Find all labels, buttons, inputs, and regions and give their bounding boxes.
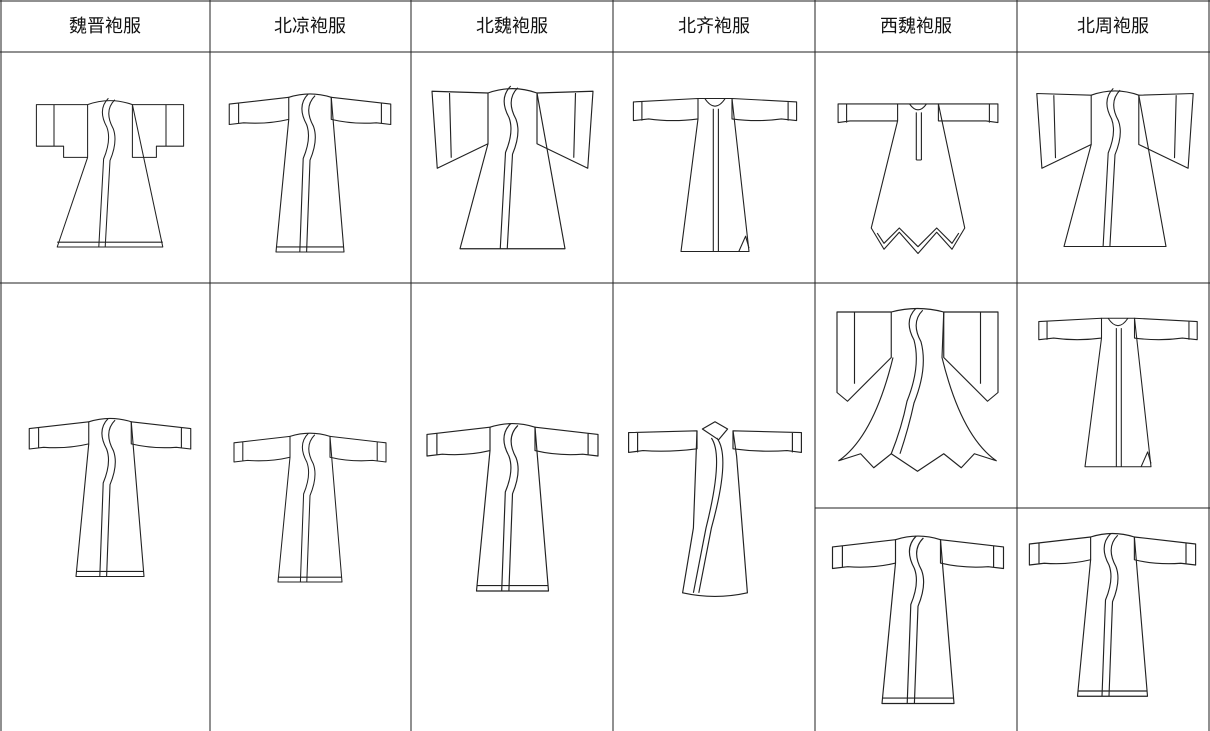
column-header: 北魏袍服 xyxy=(476,16,548,37)
column-header: 北周袍服 xyxy=(1077,16,1149,37)
column-header: 西魏袍服 xyxy=(880,16,952,37)
robe-drawing xyxy=(228,93,392,253)
robe-drawing xyxy=(632,97,798,253)
robe-drawing xyxy=(233,432,387,583)
robe-drawing xyxy=(831,535,1005,705)
column-header: 魏晋袍服 xyxy=(69,16,141,37)
robe-drawing xyxy=(1036,87,1194,248)
column-header: 北齐袍服 xyxy=(678,16,750,37)
robe-drawing xyxy=(28,417,192,578)
robe-drawing xyxy=(836,307,999,472)
robe-drawing xyxy=(1028,532,1197,697)
robe-drawing xyxy=(431,85,594,250)
robe-drawing xyxy=(426,422,599,592)
robe-drawing xyxy=(627,421,803,598)
robe-drawing xyxy=(35,97,185,248)
robe-drawing xyxy=(837,103,999,255)
header-row: 魏晋袍服 北凉袍服 北魏袍服 北齐袍服 西魏袍服 北周袍服 xyxy=(69,16,1149,37)
column-header: 北凉袍服 xyxy=(274,16,346,37)
robe-drawing xyxy=(1038,317,1198,468)
